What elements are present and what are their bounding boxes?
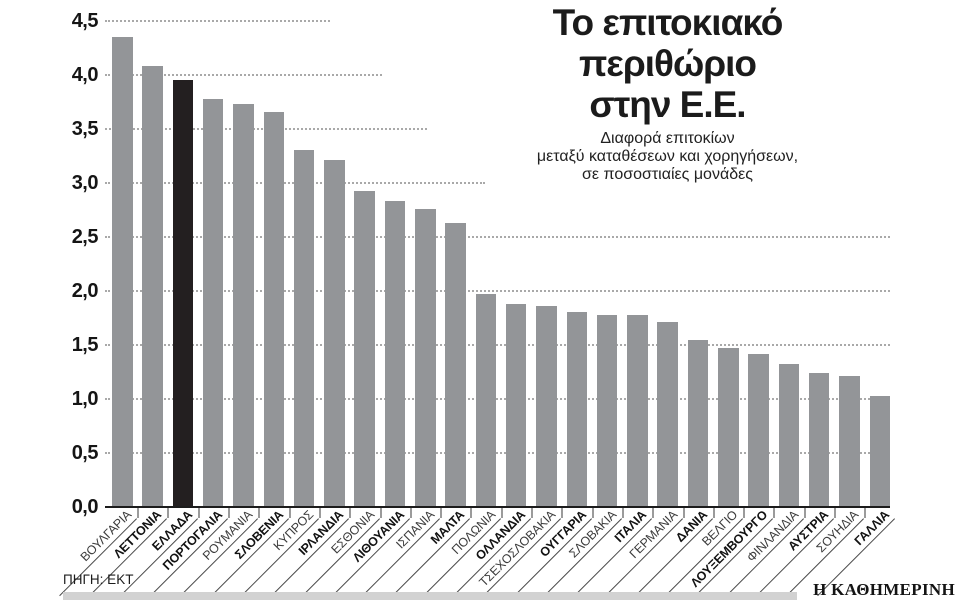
bar-ΣΛΟΒΑΚΙΑ (596, 314, 618, 507)
chart-title: Το επιτοκιακό περιθώριο στην Ε.Ε. (440, 2, 895, 125)
bar-ΓΑΛΛΙΑ (869, 395, 890, 507)
bar-ΠΟΛΩΝΙΑ (475, 294, 497, 507)
x-axis-tick-7 (318, 507, 321, 518)
x-axis-tick-4 (228, 507, 230, 518)
bar-ΠΟΡΤΟΓΑΛΙΑ (202, 98, 224, 507)
gridline-0,5 (105, 452, 890, 454)
bar-ΛΟΥΞΕΜΒΟΥΡΓΟ (748, 353, 769, 507)
bar-ΣΛΟΒΕΝΙΑ (263, 111, 284, 507)
gridline-2,5 (105, 236, 890, 238)
x-axis-tick-11 (440, 507, 443, 518)
x-axis-tick-8 (349, 507, 352, 518)
chart-subtitle: Διαφορά επιτοκίων μεταξύ καταθέσεων και … (440, 130, 895, 184)
y-axis-label-4,0: 4,0 (71, 64, 99, 86)
gridline-1,5 (105, 344, 890, 346)
x-axis-tick-23 (803, 507, 806, 518)
chart-subtitle-line-3: σε ποσοστιαίες μονάδες (582, 166, 753, 183)
x-axis-tick-24 (834, 507, 836, 518)
chart-subtitle-line-1: Διαφορά επιτοκίων (600, 130, 735, 147)
bar-ΟΥΓΓΑΡΙΑ (566, 311, 587, 507)
gridline-2,0 (105, 290, 890, 292)
bar-ΑΥΣΤΡΙΑ (808, 373, 830, 507)
x-axis-tick-17 (621, 507, 624, 518)
x-axis-tick-22 (773, 507, 776, 518)
bar-ΒΕΛΓΙΟ (718, 348, 739, 507)
bar-ΦΙΝΛΑΝΔΙΑ (778, 364, 800, 507)
bar-ΙΤΑΛΙΑ (627, 314, 648, 507)
gridline-1,0 (105, 398, 890, 400)
x-axis-tick-10 (409, 507, 412, 518)
gridline-4,5 (105, 20, 330, 22)
y-axis-label-4,5: 4,5 (71, 10, 99, 32)
kathimerini-logo: Η ΚΑΘΗΜΕΡΙΝΗ (813, 580, 955, 599)
x-axis-tick-6 (288, 507, 291, 518)
x-axis-tick-12 (470, 507, 473, 518)
bar-ΛΙΘΟΥΑΝΙΑ (384, 201, 406, 507)
y-axis-label-0,5: 0,5 (71, 442, 99, 464)
bar-ΔΑΝΙΑ (687, 339, 709, 507)
x-axis-tick-2 (167, 507, 170, 518)
bar-ΡΟΥΜΑΝΙΑ (233, 104, 254, 507)
y-axis-label-2,0: 2,0 (71, 280, 99, 302)
y-axis-label-1,0: 1,0 (71, 388, 99, 410)
x-axis-tick-25 (864, 507, 867, 518)
bar-ΓΕΡΜΑΝΙΑ (657, 322, 678, 507)
y-axis-label-0,0: 0,0 (71, 496, 99, 518)
title-block: Το επιτοκιακό περιθώριο στην Ε.Ε. Διαφορ… (440, 2, 895, 184)
x-axis-tick-13 (500, 507, 503, 518)
y-axis-label-3,0: 3,0 (71, 172, 99, 194)
x-axis-tick-3 (197, 507, 200, 518)
bar-ΙΡΛΑΝΔΙΑ (324, 160, 345, 507)
x-axis-tick-1 (137, 507, 140, 518)
x-axis-tick-19 (682, 507, 685, 518)
bar-ΟΛΛΑΝΔΙΑ (505, 304, 527, 507)
footer-strip (63, 592, 797, 600)
bar-ΜΑΛΤΑ (445, 223, 466, 507)
x-axis-tick-20 (712, 507, 715, 518)
bar-ΕΛΛΑΔΑ (172, 80, 194, 507)
x-axis-tick-14 (531, 507, 533, 518)
x-axis-tick-5 (258, 507, 261, 518)
chart-title-line-1: Το επιτοκιακό (552, 2, 784, 43)
y-axis-label-3,5: 3,5 (71, 118, 99, 140)
bar-ΙΣΠΑΝΙΑ (415, 208, 436, 507)
x-axis-tick-9 (379, 507, 382, 518)
gridline-4,0 (105, 74, 382, 76)
bar-ΕΣΘΟΝΙΑ (354, 190, 375, 507)
x-axis-tick-15 (561, 507, 564, 518)
bar-ΚΥΠΡΟΣ (293, 149, 315, 507)
y-axis-label-1,5: 1,5 (71, 334, 99, 356)
bar-ΒΟΥΛΓΑΡΙΑ (112, 37, 133, 507)
chart-subtitle-line-2: μεταξύ καταθέσεων και χορηγήσεων, (536, 148, 799, 165)
bar-ΛΕΤΤΟΝΙΑ (142, 66, 163, 507)
x-axis-tick-21 (743, 507, 746, 518)
chart-title-line-3: στην Ε.Ε. (589, 84, 746, 125)
chart-title-line-2: περιθώριο (578, 43, 757, 84)
source-label: ΠΗΓΗ: ΕΚΤ (63, 572, 134, 587)
y-axis-label-2,5: 2,5 (71, 226, 99, 248)
x-axis-tick-18 (652, 507, 655, 518)
bar-ΤΣΕΧΟΣΛΟΒΑΚΙΑ (536, 306, 557, 507)
bar-ΣΟΥΗΔΙΑ (839, 376, 860, 507)
x-axis-tick-16 (591, 507, 594, 518)
x-axis-line (105, 506, 890, 508)
